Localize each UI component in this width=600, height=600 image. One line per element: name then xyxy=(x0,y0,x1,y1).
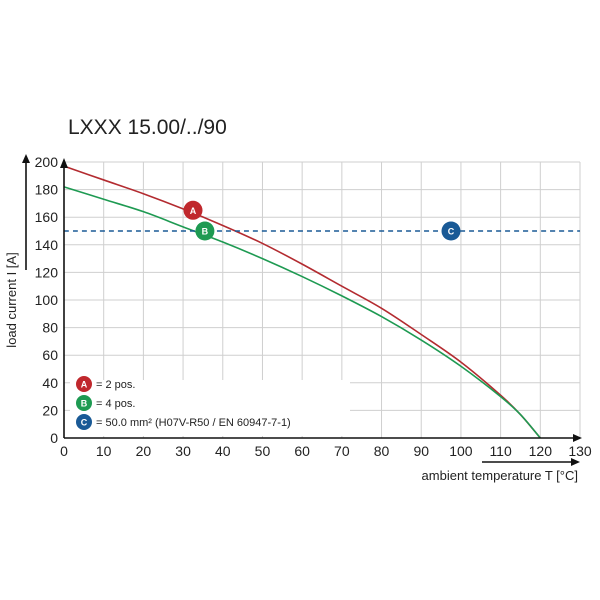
y-tick-label: 40 xyxy=(42,375,58,391)
marker-b: B xyxy=(195,221,215,241)
y-tick-label: 80 xyxy=(42,320,58,336)
y-axis-arrow xyxy=(60,158,68,168)
marker-circle xyxy=(195,221,215,241)
legend-entry-b: B = 4 pos. xyxy=(76,395,135,411)
x-tick-label: 10 xyxy=(96,443,112,459)
y-tick-label: 200 xyxy=(35,154,59,170)
y-label-arrow-head xyxy=(22,154,30,163)
legend-entry-a: A = 2 pos. xyxy=(76,376,135,392)
axes xyxy=(22,154,582,466)
chart-title: LXXX 15.00/../90 xyxy=(68,116,227,139)
x-tick-label: 120 xyxy=(529,443,553,459)
legend-background xyxy=(70,380,350,436)
x-tick-label: 70 xyxy=(334,443,350,459)
x-axis-arrow xyxy=(573,434,582,442)
spacer xyxy=(350,375,580,435)
legend-marker xyxy=(76,395,92,411)
marker-c: C xyxy=(441,221,461,241)
legend-text: = 50.0 mm² (H07V-R50 / EN 60947-7-1) xyxy=(96,417,291,429)
legend-marker xyxy=(76,376,92,392)
x-tick-label: 100 xyxy=(449,443,473,459)
legend-text: = 2 pos. xyxy=(96,379,135,391)
legend-marker-letter: B xyxy=(81,398,88,408)
y-tick-label: 0 xyxy=(50,430,58,446)
y-tick-label: 140 xyxy=(35,237,59,253)
x-tick-label: 20 xyxy=(136,443,152,459)
series-line-a xyxy=(63,165,541,439)
y-axis-label: load current I [A] xyxy=(4,252,19,347)
x-tick-label: 0 xyxy=(60,443,68,459)
legend-marker-letter: C xyxy=(81,417,88,427)
y-tick-label: 100 xyxy=(35,292,59,308)
marker-circle xyxy=(441,221,461,241)
series-layer xyxy=(63,165,580,439)
series-markers: A B C xyxy=(183,200,461,241)
y-tick-label: 20 xyxy=(42,402,58,418)
legend-entry-c: C = 50.0 mm² (H07V-R50 / EN 60947-7-1) xyxy=(76,414,291,430)
marker-letter: A xyxy=(190,206,197,216)
x-axis-label: ambient temperature T [°C] xyxy=(422,468,578,483)
marker-circle xyxy=(183,200,203,220)
legend-marker xyxy=(76,414,92,430)
x-tick-label: 80 xyxy=(374,443,390,459)
series-line-b xyxy=(63,186,541,439)
y-tick-label: 160 xyxy=(35,209,59,225)
y-tick-label: 120 xyxy=(35,264,59,280)
legend-text: = 4 pos. xyxy=(96,398,135,410)
x-label-arrow-head xyxy=(571,458,580,466)
tick-labels: 0 10 20 30 40 50 60 70 80 90 100 110 120 130 0 20 40 60 80… xyxy=(35,154,592,459)
x-tick-label: 90 xyxy=(413,443,429,459)
x-tick-label: 30 xyxy=(175,443,191,459)
x-tick-label: 50 xyxy=(255,443,271,459)
legend: A = 2 pos. B = 4 pos. C = 50.0 mm² (H07V-R50 … xyxy=(76,376,291,430)
marker-letter: C xyxy=(448,227,455,237)
y-tick-label: 60 xyxy=(42,347,58,363)
y-tick-label: 180 xyxy=(35,182,59,198)
marker-a: A xyxy=(183,200,203,220)
x-tick-label: 130 xyxy=(568,443,592,459)
x-tick-label: 110 xyxy=(489,443,512,459)
marker-letter: B xyxy=(202,227,209,237)
grid xyxy=(64,161,581,438)
x-tick-label: 60 xyxy=(294,443,310,459)
legend-marker-letter: A xyxy=(81,379,88,389)
x-tick-label: 40 xyxy=(215,443,231,459)
